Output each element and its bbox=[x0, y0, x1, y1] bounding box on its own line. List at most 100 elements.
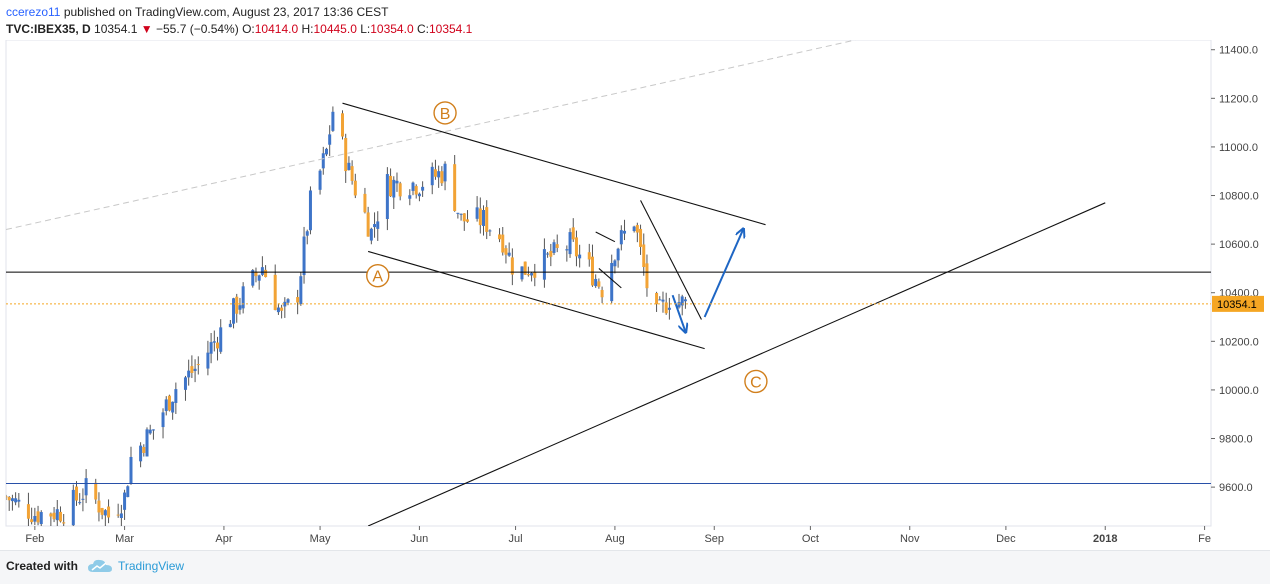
price-chart[interactable]: A B C 11400.0 11200.0 11000.0 10800.0 10600.0 1… bbox=[0, 40, 1270, 550]
candle-down bbox=[440, 171, 444, 184]
trend-line[interactable] bbox=[367, 202, 1106, 526]
candle-up bbox=[17, 499, 21, 502]
candle-up bbox=[238, 305, 242, 310]
trend-line[interactable] bbox=[342, 102, 766, 226]
candle-down bbox=[142, 447, 146, 453]
projection-arrow[interactable] bbox=[703, 230, 743, 318]
candle-down bbox=[414, 186, 418, 195]
candle-up bbox=[683, 299, 687, 302]
candle-up bbox=[318, 170, 322, 190]
author-link[interactable]: ccerezo11 bbox=[6, 5, 61, 19]
x-tick-label: May bbox=[310, 533, 331, 545]
candle-up bbox=[148, 429, 152, 434]
candle-down bbox=[216, 342, 220, 349]
candle-up bbox=[187, 370, 191, 378]
candle-up bbox=[145, 429, 149, 457]
high-label: H: bbox=[301, 22, 314, 36]
y-tick-label: 11200.0 bbox=[1219, 93, 1258, 105]
candle-down bbox=[433, 169, 437, 177]
candle-down bbox=[167, 395, 171, 411]
projection-arrow[interactable] bbox=[671, 294, 686, 331]
x-tick-label: Aug bbox=[605, 533, 625, 545]
candle-up bbox=[206, 352, 210, 369]
wave-label-b[interactable]: B bbox=[433, 101, 457, 125]
candle-up bbox=[568, 232, 572, 255]
y-tick-label: 9800.0 bbox=[1219, 434, 1253, 446]
candle-up bbox=[417, 193, 421, 197]
candle-down bbox=[664, 302, 668, 314]
y-tick-label: 11400.0 bbox=[1219, 45, 1258, 57]
candle-up bbox=[328, 134, 332, 145]
x-tick-label: Oct bbox=[802, 533, 819, 545]
candle-down bbox=[350, 166, 354, 181]
price-axis[interactable]: 11400.011200.011000.010800.010600.010400… bbox=[1211, 45, 1264, 494]
candle-down bbox=[280, 307, 284, 311]
candle-up bbox=[658, 299, 662, 301]
candle-up bbox=[392, 179, 396, 198]
tradingview-link[interactable]: TradingView bbox=[118, 559, 185, 573]
candle-up bbox=[126, 486, 130, 498]
candle-up bbox=[408, 195, 412, 199]
candle-up bbox=[183, 377, 187, 390]
wave-label-c[interactable]: C bbox=[744, 369, 768, 394]
candle-up bbox=[520, 266, 524, 280]
candle-up bbox=[139, 445, 143, 462]
candle-down bbox=[75, 486, 79, 501]
y-tick-label: 10200.0 bbox=[1219, 336, 1259, 348]
trend-line[interactable] bbox=[367, 250, 705, 350]
wave-letter: B bbox=[440, 106, 451, 123]
candle-up bbox=[661, 299, 665, 302]
candle-up bbox=[164, 399, 168, 412]
candle-up bbox=[456, 212, 460, 214]
candle-up bbox=[260, 267, 264, 275]
candle-down bbox=[296, 297, 300, 303]
candle-down bbox=[485, 207, 489, 232]
x-tick-label: 2018 bbox=[1093, 533, 1117, 545]
candle-down bbox=[642, 244, 646, 268]
candle-up bbox=[129, 456, 133, 484]
candle-up bbox=[594, 278, 598, 287]
down-triangle-icon: ▼ bbox=[140, 22, 153, 36]
candle-down bbox=[58, 511, 62, 522]
candle-up bbox=[610, 262, 614, 302]
trend-line[interactable] bbox=[640, 200, 702, 320]
candle-down bbox=[254, 272, 258, 277]
candle-up bbox=[507, 252, 511, 256]
x-tick-label: Dec bbox=[996, 533, 1016, 545]
trend-line[interactable] bbox=[598, 268, 622, 289]
y-tick-label: 10800.0 bbox=[1219, 191, 1259, 203]
candle-up bbox=[623, 230, 627, 234]
wave-letter: A bbox=[372, 269, 383, 286]
candle-down bbox=[587, 252, 591, 260]
candle-down bbox=[600, 289, 604, 298]
candle-up bbox=[677, 302, 681, 308]
candle-up bbox=[430, 166, 434, 186]
candle-up bbox=[411, 182, 415, 191]
footer: Created with TradingView bbox=[0, 550, 1270, 584]
candle-down bbox=[501, 234, 505, 253]
candle-down bbox=[498, 234, 502, 240]
candle-down bbox=[341, 113, 345, 137]
candle-up bbox=[578, 254, 582, 259]
candle-down bbox=[526, 274, 530, 276]
y-tick-label: 10600.0 bbox=[1219, 239, 1259, 251]
candle-down bbox=[196, 364, 200, 366]
candle-up bbox=[680, 296, 684, 306]
candle-up bbox=[119, 513, 123, 518]
candle-up bbox=[321, 153, 325, 169]
candle-up bbox=[232, 298, 236, 324]
trend-line[interactable] bbox=[595, 231, 616, 243]
candle-down bbox=[107, 506, 111, 518]
candle-up bbox=[286, 299, 290, 303]
candle-up bbox=[376, 221, 380, 229]
wave-circle bbox=[744, 369, 768, 394]
last-price-badge bbox=[1212, 295, 1264, 312]
candle-up bbox=[552, 242, 556, 253]
time-axis[interactable]: Feb Mar Apr May Jun Jul Aug Sep Oct Nov Dec 2018 Fe bbox=[25, 526, 1211, 545]
wave-label-a[interactable]: A bbox=[366, 264, 390, 288]
y-tick-label: 10000.0 bbox=[1219, 385, 1259, 397]
candle-down bbox=[555, 244, 559, 248]
candle-up bbox=[331, 111, 335, 131]
open-value: 10414.0 bbox=[254, 22, 299, 36]
dashed-trend-line[interactable] bbox=[6, 40, 856, 231]
